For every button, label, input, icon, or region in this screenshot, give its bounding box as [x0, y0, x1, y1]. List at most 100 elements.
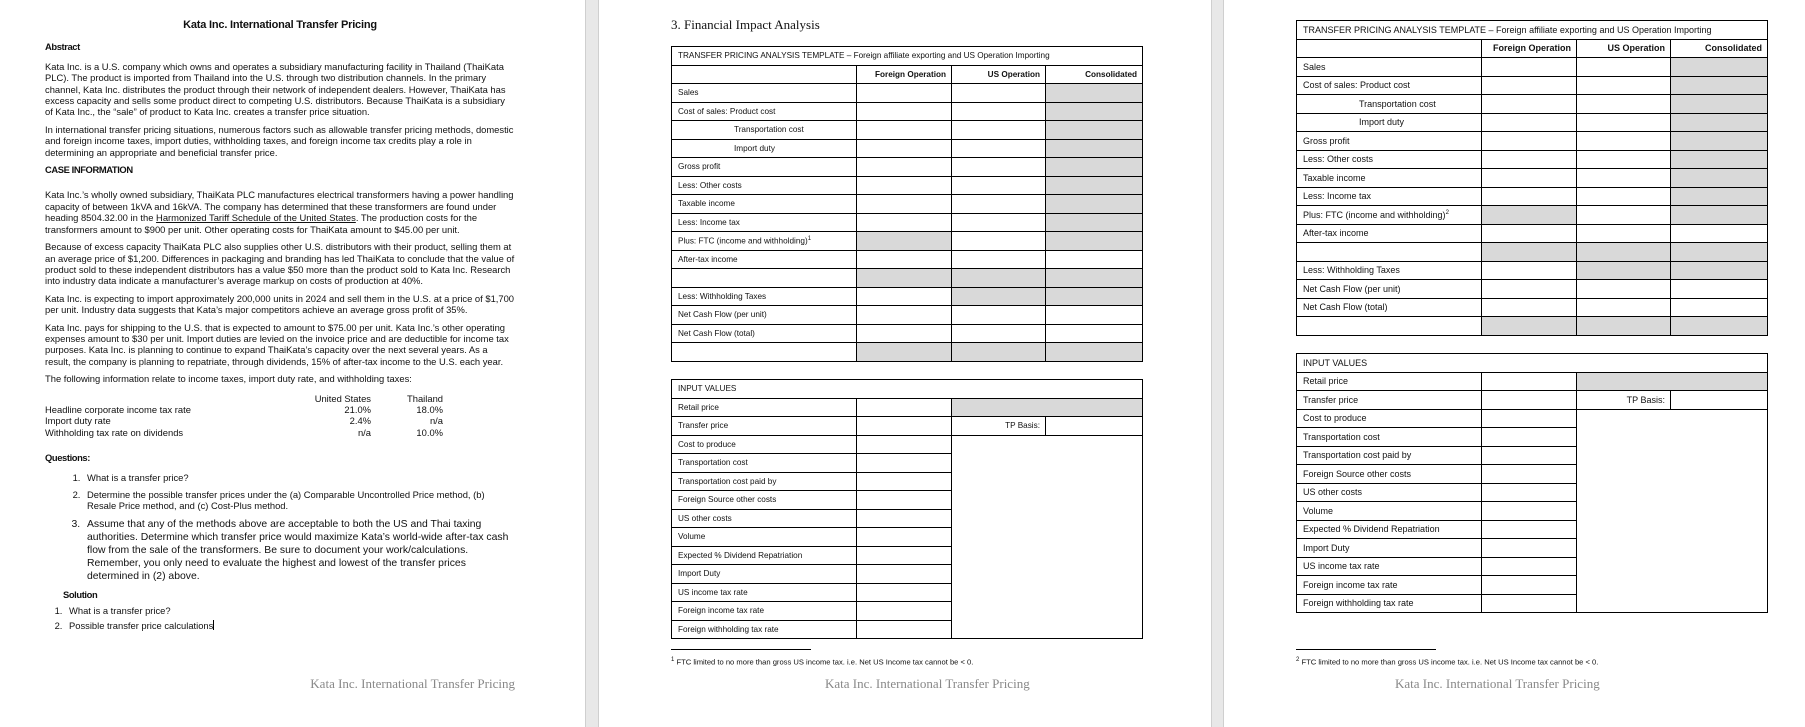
- solution-item[interactable]: Possible transfer price calculations: [65, 619, 515, 631]
- footnote-ref[interactable]: 1: [807, 235, 812, 242]
- value-cell[interactable]: [951, 175, 1046, 195]
- value-cell[interactable]: [951, 231, 1046, 251]
- input-value-cell[interactable]: [1481, 390, 1577, 410]
- value-cell[interactable]: [1669, 279, 1769, 299]
- value-cell[interactable]: [1576, 205, 1671, 225]
- value-cell[interactable]: [1576, 223, 1671, 243]
- input-value-cell[interactable]: [1481, 538, 1577, 558]
- value-cell[interactable]: [1576, 186, 1671, 206]
- page-3[interactable]: TRANSFER PRICING ANALYSIS TEMPLATE – For…: [1223, 0, 1805, 727]
- value-cell[interactable]: [1576, 316, 1671, 336]
- value-cell[interactable]: [1669, 75, 1769, 95]
- value-cell[interactable]: [1669, 316, 1769, 336]
- value-cell[interactable]: [1045, 83, 1143, 103]
- input-value-cell[interactable]: [856, 508, 952, 528]
- value-cell[interactable]: [1576, 242, 1671, 262]
- value-cell[interactable]: [1481, 223, 1577, 243]
- tp-basis-input[interactable]: [1044, 416, 1144, 436]
- value-cell[interactable]: [1045, 268, 1143, 288]
- value-cell[interactable]: [1576, 75, 1671, 95]
- input-value-cell[interactable]: [856, 545, 952, 565]
- value-cell[interactable]: [856, 101, 952, 121]
- value-cell[interactable]: [951, 342, 1046, 362]
- value-cell[interactable]: [1669, 131, 1769, 151]
- page-1-body[interactable]: Kata Inc. International Transfer Pricing…: [45, 19, 515, 634]
- value-cell[interactable]: [1481, 94, 1577, 114]
- value-cell[interactable]: [856, 286, 952, 306]
- value-cell[interactable]: [951, 83, 1046, 103]
- notes-area[interactable]: [950, 434, 1144, 639]
- value-cell[interactable]: [1481, 131, 1577, 151]
- input-value-cell[interactable]: [856, 582, 952, 602]
- value-cell[interactable]: [1481, 279, 1577, 299]
- footnote-ref[interactable]: 2: [1445, 209, 1449, 216]
- value-cell[interactable]: [1669, 205, 1769, 225]
- value-cell[interactable]: [951, 194, 1046, 214]
- value-cell[interactable]: [1576, 57, 1671, 77]
- input-values-table[interactable]: INPUT VALUES Retail price Transfer price TP…: [670, 379, 1144, 639]
- input-value-cell[interactable]: [1481, 445, 1577, 465]
- value-cell[interactable]: [1576, 131, 1671, 151]
- value-cell[interactable]: [951, 268, 1046, 288]
- value-cell[interactable]: [856, 138, 952, 158]
- transfer-pricing-template-table[interactable]: TRANSFER PRICING ANALYSIS TEMPLATE – For…: [671, 46, 1143, 362]
- value-cell[interactable]: [856, 83, 952, 103]
- value-cell[interactable]: [1669, 112, 1769, 132]
- page-2[interactable]: 3. Financial Impact Analysis TRANSFER PR…: [598, 0, 1212, 727]
- input-value-cell[interactable]: [856, 453, 952, 473]
- value-cell[interactable]: [1045, 342, 1143, 362]
- value-cell[interactable]: [856, 323, 952, 343]
- value-cell[interactable]: [951, 305, 1046, 325]
- value-cell[interactable]: [1045, 138, 1143, 158]
- value-cell[interactable]: [1481, 57, 1577, 77]
- value-cell[interactable]: [1045, 120, 1143, 140]
- value-cell[interactable]: [1045, 305, 1143, 325]
- value-cell[interactable]: [1481, 168, 1577, 188]
- value-cell[interactable]: [1669, 260, 1769, 280]
- value-cell[interactable]: [951, 157, 1046, 177]
- value-cell[interactable]: [856, 212, 952, 232]
- input-value-cell[interactable]: [856, 490, 952, 510]
- value-cell[interactable]: [1481, 260, 1577, 280]
- value-cell[interactable]: [856, 342, 952, 362]
- value-cell[interactable]: [1669, 149, 1769, 169]
- value-cell[interactable]: [1669, 242, 1769, 262]
- transfer-pricing-template-table[interactable]: TRANSFER PRICING ANALYSIS TEMPLATE – For…: [1295, 20, 1769, 336]
- input-value-cell[interactable]: [1481, 556, 1577, 576]
- value-cell[interactable]: [1045, 249, 1143, 269]
- input-value-cell[interactable]: [856, 471, 952, 491]
- value-cell[interactable]: [856, 231, 952, 251]
- value-cell[interactable]: [1481, 75, 1577, 95]
- value-cell[interactable]: [1669, 223, 1769, 243]
- value-cell[interactable]: [1669, 168, 1769, 188]
- value-cell[interactable]: [1045, 286, 1143, 306]
- value-cell[interactable]: [951, 249, 1046, 269]
- value-cell[interactable]: [1669, 297, 1769, 317]
- input-values-table[interactable]: INPUT VALUES Retail price Transfer price TP…: [1296, 353, 1768, 613]
- value-cell[interactable]: [1481, 205, 1577, 225]
- value-cell[interactable]: [951, 323, 1046, 343]
- value-cell[interactable]: [856, 249, 952, 269]
- notes-area[interactable]: [1576, 408, 1768, 613]
- value-cell[interactable]: [1045, 157, 1143, 177]
- input-value-cell[interactable]: [1481, 371, 1577, 391]
- value-cell[interactable]: [1576, 279, 1671, 299]
- value-cell[interactable]: [951, 138, 1046, 158]
- value-cell[interactable]: [856, 120, 952, 140]
- value-cell[interactable]: [1669, 186, 1769, 206]
- value-cell[interactable]: [951, 286, 1046, 306]
- value-cell[interactable]: [856, 157, 952, 177]
- value-cell[interactable]: [1481, 316, 1577, 336]
- value-cell[interactable]: [951, 101, 1046, 121]
- page-1[interactable]: Kata Inc. International Transfer Pricing…: [0, 0, 586, 727]
- input-value-cell[interactable]: [856, 434, 952, 454]
- tp-basis-input[interactable]: [1670, 390, 1768, 410]
- value-cell[interactable]: [951, 120, 1046, 140]
- input-value-cell[interactable]: [1481, 408, 1577, 428]
- value-cell[interactable]: [951, 212, 1046, 232]
- value-cell[interactable]: [1669, 57, 1769, 77]
- value-cell[interactable]: [1045, 231, 1143, 251]
- input-value-cell[interactable]: [1481, 593, 1577, 613]
- value-cell[interactable]: [1669, 94, 1769, 114]
- input-value-cell[interactable]: [856, 397, 952, 417]
